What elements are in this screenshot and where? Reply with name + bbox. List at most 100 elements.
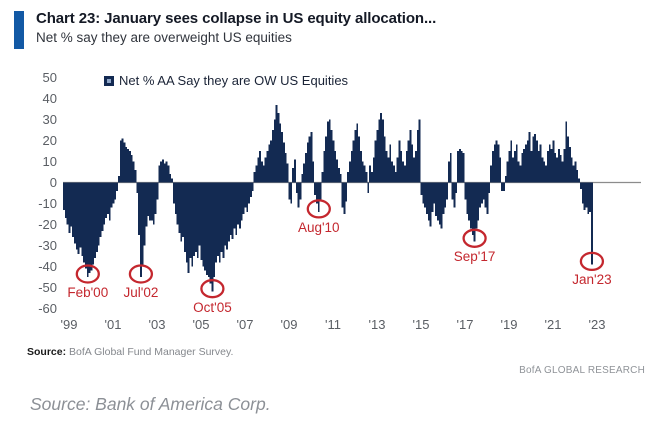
- bar: [352, 140, 355, 183]
- bar: [376, 130, 379, 183]
- bar: [141, 182, 144, 267]
- y-axis-tick-label: -40: [38, 258, 57, 274]
- bar: [370, 172, 373, 183]
- bar: [396, 157, 399, 183]
- bar: [495, 140, 498, 183]
- bar: [548, 144, 551, 183]
- bar: [567, 136, 570, 183]
- bar: [389, 144, 392, 183]
- y-axis-tick-label: -50: [38, 279, 57, 295]
- annotation-label: Jul'02: [123, 285, 159, 300]
- bar: [250, 182, 252, 198]
- bar: [431, 182, 434, 212]
- y-axis-tick-label: 20: [42, 132, 57, 148]
- annotation-label: Feb'00: [67, 285, 109, 300]
- bar: [206, 182, 208, 275]
- bar: [248, 182, 251, 204]
- annotation-label: Oct'05: [193, 299, 232, 315]
- bar: [97, 182, 100, 246]
- bar: [392, 165, 395, 183]
- bar: [297, 182, 300, 208]
- bar: [266, 151, 269, 183]
- source-line: Source: BofA Global Fund Manager Survey.: [27, 346, 233, 358]
- bar: [532, 136, 535, 183]
- bar: [407, 140, 410, 183]
- y-axis-tick-label: -20: [38, 216, 57, 232]
- bar: [257, 157, 260, 183]
- bar: [178, 182, 181, 233]
- bar: [200, 182, 203, 261]
- bar: [96, 182, 98, 252]
- bar: [466, 182, 469, 214]
- bar: [145, 182, 148, 227]
- bar: [528, 132, 531, 183]
- bar: [196, 182, 199, 259]
- x-axis-tick-label: '11: [324, 317, 341, 332]
- bar: [94, 182, 97, 259]
- bar: [403, 165, 406, 183]
- bar: [70, 182, 73, 227]
- bar: [299, 182, 302, 200]
- bar: [215, 182, 218, 263]
- bar: [253, 172, 256, 183]
- bar: [581, 182, 584, 204]
- annotation-label: Jan'23: [572, 272, 612, 288]
- bar: [517, 161, 520, 183]
- bar: [189, 182, 192, 259]
- bar: [336, 159, 339, 183]
- bar: [88, 182, 91, 273]
- bar: [294, 159, 296, 183]
- source-label: Source:: [27, 346, 67, 358]
- bar: [541, 157, 544, 183]
- bar: [140, 182, 142, 277]
- bar: [590, 182, 593, 265]
- y-axis-tick-label: 0: [49, 174, 57, 190]
- bar: [480, 182, 483, 204]
- bar: [383, 136, 386, 183]
- y-axis-tick-label: -60: [38, 300, 57, 316]
- bar: [506, 161, 509, 183]
- bar: [204, 182, 207, 271]
- bar: [222, 182, 225, 259]
- bar: [81, 182, 84, 256]
- bar: [169, 174, 172, 183]
- bar: [167, 165, 170, 183]
- bar: [422, 182, 425, 204]
- bar: [125, 146, 128, 183]
- bar: [182, 182, 185, 238]
- bar: [277, 113, 280, 183]
- bar: [218, 182, 221, 263]
- bar: [75, 182, 78, 250]
- bar: [576, 169, 579, 183]
- bar: [524, 144, 527, 183]
- bar: [356, 123, 359, 183]
- x-axis-tick-label: '01: [104, 317, 122, 332]
- x-axis-tick-label: '99: [60, 317, 78, 332]
- bar: [501, 182, 504, 191]
- title-accent-bar: [14, 11, 24, 49]
- bar: [433, 182, 436, 204]
- bar: [191, 182, 194, 267]
- bar: [477, 182, 480, 221]
- bar: [193, 182, 196, 256]
- bar: [79, 182, 82, 248]
- bar: [436, 182, 439, 221]
- bar: [242, 182, 245, 214]
- bar: [127, 148, 130, 183]
- bar: [130, 155, 133, 183]
- bar: [442, 182, 445, 214]
- bar: [358, 136, 361, 183]
- bar: [290, 182, 293, 204]
- bar: [118, 176, 120, 183]
- bar: [488, 182, 491, 193]
- bar: [228, 182, 230, 242]
- bar: [173, 182, 175, 204]
- bar: [303, 163, 306, 183]
- bar: [427, 182, 430, 221]
- bar: [449, 153, 452, 183]
- bar: [359, 151, 362, 183]
- bar: [332, 140, 335, 183]
- bar: [83, 182, 86, 263]
- bar: [283, 142, 285, 183]
- bar: [174, 182, 177, 214]
